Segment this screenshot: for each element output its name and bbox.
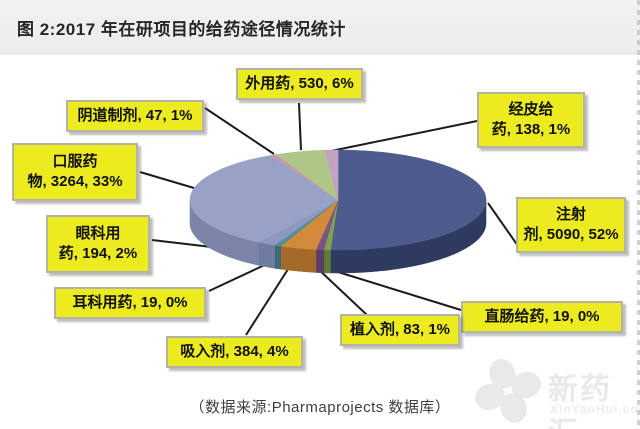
callout-ophthalmic-line1: 眼科用 (75, 225, 121, 242)
callout-line-vaginal (204, 107, 275, 155)
callout-injection: 注射 剂, 5090, 52% (516, 197, 626, 253)
watermark-brand-text: 新药汇 (548, 373, 612, 429)
callout-inhalation-line1: 吸入剂, 384, 4% (180, 343, 289, 360)
watermark-domain-text: XinYaoHui.com (550, 402, 640, 416)
callout-oral: 口服药 物, 3264, 33% (12, 143, 138, 201)
chart-title: 图 2:2017 年在研项目的给药途径情况统计 (17, 20, 346, 39)
callout-rectal: 直肠给药, 19, 0% (461, 301, 623, 333)
pie-slice-injection (330, 149, 487, 251)
callout-line-injection (487, 202, 519, 247)
callout-implant-line1: 植入剂, 83, 1% (349, 321, 451, 338)
callout-oral-line1: 口服药 (52, 153, 98, 170)
callout-topical-line1: 外用药, 530, 6% (245, 75, 354, 92)
callout-injection-line1: 注射 (555, 206, 586, 223)
pie-slice-side-rectal (323, 249, 331, 274)
callout-inhalation: 吸入剂, 384, 4% (166, 336, 303, 368)
callout-line-transdermal (330, 120, 478, 152)
right-edge-divider (637, 0, 640, 429)
callout-line-implant (315, 266, 368, 316)
callout-implant: 植入剂, 83, 1% (340, 314, 460, 346)
callout-ophthalmic-line2: 药, 194, 2% (58, 245, 138, 262)
callout-injection-line2: 剂, 5090, 52% (523, 226, 619, 243)
callout-topical: 外用药, 530, 6% (236, 68, 363, 100)
pie-slice-side-inhalation (280, 245, 317, 273)
pie-slice-oral (189, 155, 339, 243)
callout-vaginal-line1: 阴道制剂, 47, 1% (77, 107, 193, 124)
callout-transdermal-line1: 经皮给 (508, 101, 554, 118)
pie-slice-transdermal (324, 149, 339, 201)
callout-transdermal: 经皮给 药, 138, 1% (477, 92, 585, 148)
callout-otic: 耳科用药, 19, 0% (54, 287, 206, 319)
callout-line-oral (139, 171, 195, 189)
callout-vaginal: 阴道制剂, 47, 1% (66, 100, 204, 132)
pie-slice-side-implant (315, 249, 325, 274)
callout-oral-line2: 物, 3264, 33% (27, 173, 123, 190)
pie-slice-side-otic (274, 244, 282, 270)
pie-slice-side-ophthalmic (258, 241, 275, 269)
callout-ophthalmic: 眼科用 药, 194, 2% (46, 215, 150, 273)
figure-header: 图 2:2017 年在研项目的给药途径情况统计 (0, 0, 640, 55)
callout-transdermal-line2: 药, 138, 1% (491, 121, 571, 138)
callout-line-rectal (324, 267, 462, 311)
callout-line-otic (208, 261, 272, 292)
callout-rectal-line1: 直肠给药, 19, 0% (484, 308, 600, 325)
data-source-note: （数据来源:Pharmaprojects 数据库） (189, 399, 451, 416)
callout-line-topical (298, 102, 302, 151)
callout-otic-line1: 耳科用药, 19, 0% (72, 294, 188, 311)
watermark-clover-icon (475, 359, 541, 423)
callout-line-inhalation (245, 265, 291, 336)
